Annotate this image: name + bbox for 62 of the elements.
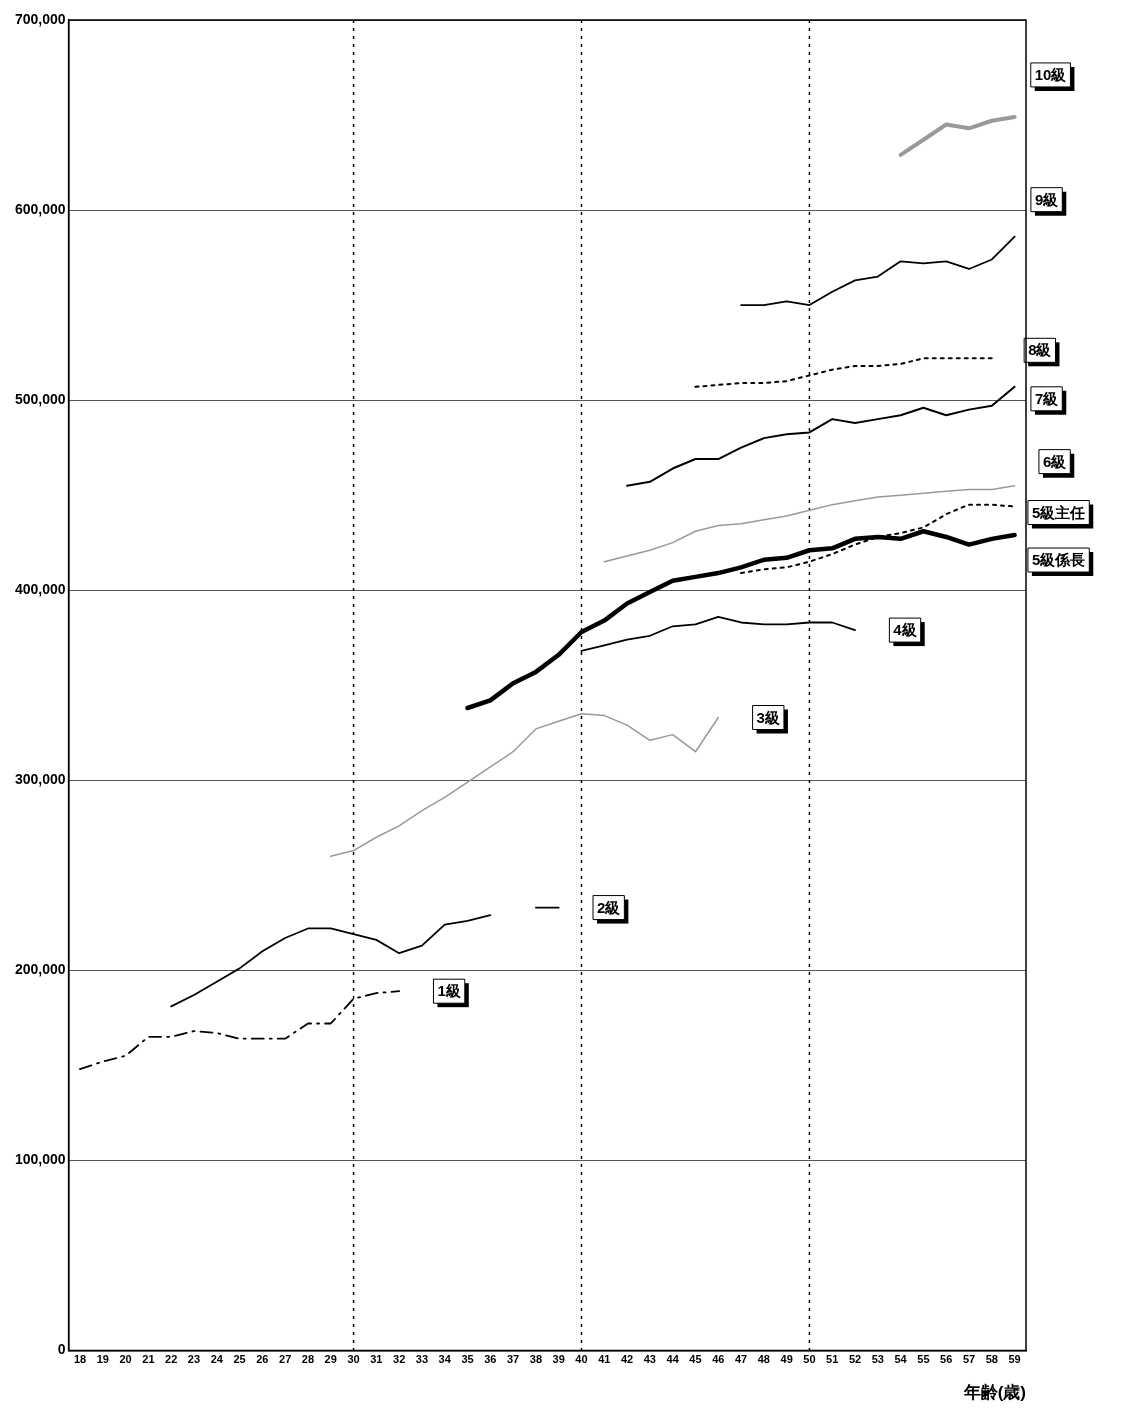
x-tick-label: 52 xyxy=(848,1353,862,1366)
y-tick-label: 700,000 xyxy=(15,10,66,27)
x-tick-label: 22 xyxy=(165,1353,178,1366)
y-tick-label: 400,000 xyxy=(15,581,66,598)
x-tick-label: 56 xyxy=(940,1353,953,1366)
y-tick-label: 500,000 xyxy=(15,390,66,407)
x-tick-label: 18 xyxy=(73,1353,87,1366)
text: 10級 xyxy=(1034,66,1068,84)
text: 9級 xyxy=(1034,190,1060,208)
text: 2級 xyxy=(597,898,622,916)
x-axis-title: 年齢(歳) xyxy=(962,1383,1026,1403)
x-tick-label: 48 xyxy=(757,1353,770,1366)
x-tick-label: 28 xyxy=(301,1353,315,1366)
x-tick-label: 46 xyxy=(712,1353,725,1366)
text: 1級 xyxy=(437,982,462,1000)
x-tick-label: 58 xyxy=(985,1353,998,1366)
x-tick-label: 29 xyxy=(324,1353,337,1366)
x-tick-label: 51 xyxy=(826,1353,839,1366)
x-tick-label: 42 xyxy=(620,1353,634,1366)
x-tick-label: 41 xyxy=(598,1353,611,1366)
y-tick-label: 300,000 xyxy=(15,771,66,788)
x-tick-label: 24 xyxy=(210,1353,224,1366)
x-tick-label: 35 xyxy=(461,1353,474,1366)
text: 6級 xyxy=(1042,452,1068,470)
x-tick-label: 31 xyxy=(370,1353,383,1366)
x-tick-label: 26 xyxy=(256,1353,269,1366)
x-tick-label: 55 xyxy=(917,1353,930,1366)
x-tick-label: 36 xyxy=(484,1353,497,1366)
x-tick-label: 19 xyxy=(96,1353,109,1366)
x-tick-label: 44 xyxy=(666,1353,680,1366)
series-label: 7級 xyxy=(1034,389,1060,407)
x-tick-label: 34 xyxy=(438,1353,452,1366)
x-tick-label: 33 xyxy=(415,1353,429,1366)
series-label: 5級主任 xyxy=(1031,503,1086,521)
x-tick-label: 50 xyxy=(803,1353,816,1366)
x-tick-label: 53 xyxy=(871,1353,884,1366)
text: 3級 xyxy=(756,708,781,726)
x-tick-label: 59 xyxy=(1008,1353,1021,1366)
x-tick-label: 20 xyxy=(119,1353,132,1366)
x-tick-label: 49 xyxy=(780,1353,793,1366)
x-tick-label: 37 xyxy=(506,1353,520,1366)
x-tick-label: 23 xyxy=(187,1353,201,1366)
y-tick-label: 0 xyxy=(57,1341,66,1358)
text: 4級 xyxy=(893,621,918,639)
series-label: 5級係長 xyxy=(1031,551,1086,569)
y-tick-label: 200,000 xyxy=(15,961,66,978)
x-tick-label: 45 xyxy=(689,1353,702,1366)
x-tick-label: 38 xyxy=(529,1353,543,1366)
x-tick-label: 27 xyxy=(279,1353,292,1366)
x-tick-label: 57 xyxy=(962,1353,976,1366)
x-tick-label: 43 xyxy=(643,1353,657,1366)
x-tick-label: 54 xyxy=(894,1353,908,1366)
text: 8級 xyxy=(1028,341,1053,359)
y-tick-label: 100,000 xyxy=(15,1151,66,1168)
x-tick-label: 32 xyxy=(393,1353,406,1366)
x-tick-label: 25 xyxy=(233,1353,246,1366)
x-tick-label: 30 xyxy=(347,1353,360,1366)
x-tick-label: 40 xyxy=(575,1353,588,1366)
x-tick-label: 39 xyxy=(552,1353,565,1366)
x-tick-label: 21 xyxy=(142,1353,155,1366)
x-tick-label: 47 xyxy=(734,1353,748,1366)
y-tick-label: 600,000 xyxy=(15,200,66,217)
